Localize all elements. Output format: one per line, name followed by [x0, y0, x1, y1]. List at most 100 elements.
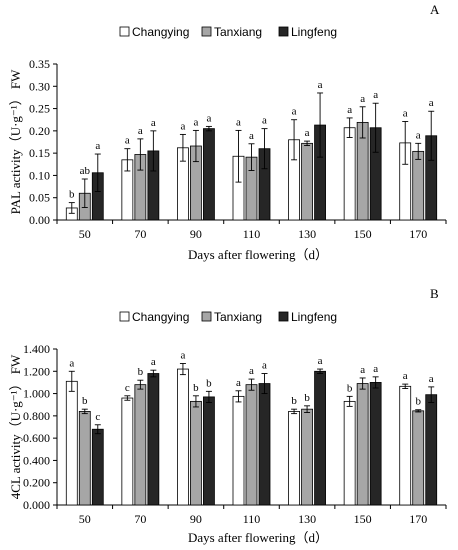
significance-letter: a: [125, 135, 130, 147]
significance-letter: a: [403, 107, 408, 119]
bar-tanxiang: [78, 410, 91, 506]
legend-swatch-changying: [119, 311, 130, 322]
bar-changying: [343, 400, 356, 506]
bar-tanxiang: [412, 410, 425, 506]
legend-label-changying: Changying: [132, 25, 189, 39]
bar-changying: [399, 385, 412, 506]
legend-label-tanxiang: Tanxiang: [214, 310, 262, 324]
bar-changying: [65, 380, 78, 506]
bar-tanxiang: [301, 142, 313, 221]
significance-letter: a: [416, 129, 421, 141]
y-ticks-b: 0.000 0.200 0.400 0.600 0.800 1.000 1.200 1.400: [23, 342, 57, 512]
bar-changying: [288, 410, 300, 506]
panel-label-a: A: [430, 2, 440, 17]
y-tick-label: 0.00: [29, 213, 50, 227]
legend-label-lingfeng: Lingfeng: [291, 25, 337, 39]
bar-changying: [232, 395, 245, 506]
bar-tanxiang: [245, 384, 258, 506]
significance-letter: a: [403, 370, 408, 382]
x-tick-label: 170: [409, 227, 427, 241]
significance-letter: a: [262, 360, 267, 372]
significance-letter: c: [125, 382, 130, 394]
significance-letter: b: [82, 395, 88, 407]
y-tick-label: 0.10: [29, 168, 50, 182]
y-axis-label-text: PAL activity（U·g⁻¹） FW: [8, 69, 23, 215]
y-axis-label-a: PAL activity（U·g⁻¹） FW: [8, 69, 23, 215]
significance-letter: a: [292, 106, 297, 118]
significance-letter: a: [180, 120, 185, 132]
legend-swatch-tanxiang: [201, 26, 212, 37]
x-tick-label: 50: [79, 512, 91, 526]
significance-letter: a: [180, 349, 185, 361]
x-tick-label: 70: [134, 512, 146, 526]
significance-letter: a: [151, 356, 156, 368]
bar-changying: [343, 127, 356, 221]
bar-lingfeng: [147, 373, 160, 506]
significance-letter: a: [360, 93, 365, 105]
y-tick-label: 0.000: [23, 498, 50, 512]
bar-lingfeng: [203, 128, 215, 221]
legend-swatch-lingfeng: [278, 26, 289, 37]
significance-letter: b: [206, 377, 212, 389]
y-tick-label: 0.30: [29, 79, 50, 93]
significance-letter: a: [69, 357, 74, 369]
bar-lingfeng: [425, 394, 438, 506]
significance-letter: a: [318, 355, 323, 367]
x-tick-label: 150: [354, 227, 372, 241]
significance-letter: a: [138, 125, 143, 137]
legend-swatch-tanxiang: [201, 311, 212, 322]
significance-letter: a: [305, 127, 310, 139]
significance-letter: a: [429, 97, 434, 109]
significance-letter: a: [206, 112, 211, 124]
x-axis-label-b: Days after flowering（d）: [188, 530, 328, 545]
significance-letter: a: [373, 89, 378, 101]
legend-b: Changying Tanxiang Lingfeng: [119, 310, 337, 324]
significance-letter: a: [318, 79, 323, 91]
x-tick-label: 130: [298, 512, 316, 526]
significance-letter: a: [262, 115, 267, 127]
bar-lingfeng: [314, 370, 326, 506]
y-axis-label-b: 4CL activity（U·g⁻¹） FW: [8, 354, 23, 499]
significance-letter: a: [373, 363, 378, 375]
bar-tanxiang: [190, 400, 202, 506]
y-tick-label: 0.25: [29, 102, 50, 116]
y-tick-label: 0.200: [23, 476, 50, 490]
chart-panel-a: A Changying Tanxiang Lingfeng PAL activity…: [8, 2, 447, 262]
x-tick-label: 150: [354, 512, 372, 526]
significance-letter: c: [95, 411, 100, 423]
significance-letter: b: [347, 382, 353, 394]
bar-lingfeng: [369, 382, 382, 506]
chart-panel-b: B Changying Tanxiang Lingfeng 4CL activity…: [8, 286, 447, 545]
significance-letter: a: [151, 117, 156, 129]
significance-letter: a: [249, 365, 254, 377]
y-tick-label: 0.800: [23, 409, 50, 423]
significance-letter: b: [193, 382, 199, 394]
significance-letter: a: [236, 377, 241, 389]
bar-changying: [121, 397, 134, 506]
y-tick-label: 0.600: [23, 431, 50, 445]
legend-label-changying: Changying: [132, 310, 189, 324]
bar-lingfeng: [258, 383, 271, 506]
significance-letter: a: [193, 116, 198, 128]
legend-a: Changying Tanxiang Lingfeng: [119, 25, 337, 39]
panel-label-b: B: [430, 286, 439, 301]
y-tick-label: 1.400: [23, 342, 50, 356]
x-tick-label: 70: [134, 227, 146, 241]
legend-label-tanxiang: Tanxiang: [214, 25, 262, 39]
y-tick-label: 0.15: [29, 146, 50, 160]
x-tick-label: 90: [190, 227, 202, 241]
x-tick-label: 110: [243, 512, 261, 526]
significance-letter: ab: [80, 165, 91, 177]
bar-changying: [177, 368, 189, 506]
y-tick-label: 1.200: [23, 364, 50, 378]
significance-letter: a: [236, 116, 241, 128]
significance-letter: b: [138, 366, 144, 378]
y-tick-label: 0.05: [29, 191, 50, 205]
significance-letter: a: [360, 364, 365, 376]
x-tick-label: 170: [409, 512, 427, 526]
x-tick-label: 90: [190, 512, 202, 526]
y-axis-label-text: 4CL activity（U·g⁻¹） FW: [8, 354, 23, 499]
bar-lingfeng: [91, 428, 104, 506]
